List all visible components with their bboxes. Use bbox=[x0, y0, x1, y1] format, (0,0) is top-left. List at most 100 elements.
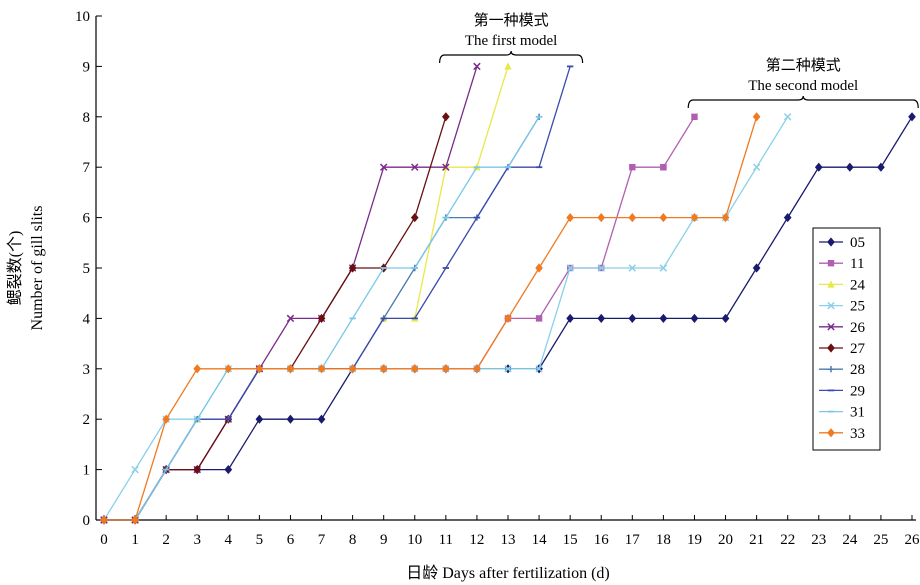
legend-label: 26 bbox=[850, 320, 866, 336]
y-tick-label: 0 bbox=[83, 513, 91, 529]
data-point-33 bbox=[193, 364, 202, 374]
legend-marker bbox=[827, 301, 835, 310]
x-tick-label: 17 bbox=[625, 532, 641, 548]
data-point-33 bbox=[659, 213, 668, 223]
data-point-26 bbox=[379, 163, 388, 171]
x-tick-label: 24 bbox=[842, 532, 858, 548]
data-point-33 bbox=[379, 364, 388, 374]
y-tick-label: 5 bbox=[83, 261, 91, 277]
data-point-25 bbox=[131, 465, 139, 474]
data-point-25 bbox=[566, 264, 574, 272]
y-tick-label: 3 bbox=[83, 362, 91, 378]
legend-item-33: 33 bbox=[819, 426, 865, 442]
legend-item-29: 29 bbox=[819, 383, 865, 399]
data-point-33 bbox=[317, 364, 326, 374]
x-tick-label: 3 bbox=[193, 532, 201, 548]
annotation-en: The first model bbox=[465, 33, 557, 49]
annotations: 第一种模式 The first model 第二种模式 The second mode… bbox=[439, 11, 919, 109]
data-point-33 bbox=[597, 213, 606, 223]
data-point-05 bbox=[566, 313, 575, 323]
y-tick-label: 1 bbox=[83, 463, 91, 479]
x-tick-label: 23 bbox=[811, 532, 826, 548]
legend-marker bbox=[827, 343, 835, 353]
series-33 bbox=[100, 112, 761, 525]
data-point-33 bbox=[535, 263, 543, 273]
x-tick-label: 1 bbox=[131, 532, 139, 548]
legend-label: 11 bbox=[850, 256, 864, 272]
legend-marker bbox=[827, 237, 835, 247]
x-tick-label: 20 bbox=[718, 532, 733, 548]
y-tick-label: 6 bbox=[83, 211, 91, 227]
y-tick-label: 8 bbox=[83, 110, 91, 126]
data-point-33 bbox=[504, 313, 512, 323]
x-tick-label: 8 bbox=[349, 532, 357, 548]
data-point-33 bbox=[100, 515, 108, 525]
y-tick-label: 4 bbox=[83, 311, 91, 327]
legend-label: 27 bbox=[850, 341, 866, 357]
legend-marker bbox=[827, 428, 835, 438]
legend-item-24: 24 bbox=[819, 277, 866, 293]
x-axis-title: 日龄 Days after fertilization (d) bbox=[406, 564, 609, 582]
data-point-33 bbox=[441, 364, 450, 374]
x-tick-label: 2 bbox=[162, 532, 170, 548]
data-point-25 bbox=[659, 264, 668, 272]
data-point-33 bbox=[348, 364, 357, 374]
y-axis-title-cn: 鳃裂数(个) bbox=[6, 231, 24, 306]
series-11-end bbox=[660, 113, 698, 171]
legend-item-27: 27 bbox=[819, 341, 866, 357]
data-point-05 bbox=[752, 263, 761, 273]
data-point-05 bbox=[690, 313, 699, 323]
data-point-27 bbox=[348, 263, 357, 273]
legend-label: 24 bbox=[850, 277, 866, 293]
x-tick-label: 7 bbox=[318, 532, 326, 548]
y-tick-label: 7 bbox=[83, 160, 91, 176]
x-tick-label: 25 bbox=[873, 532, 888, 548]
model-annotation-1: 第一种模式 The first model bbox=[439, 11, 584, 64]
x-tick-label: 19 bbox=[687, 532, 702, 548]
data-point-05 bbox=[659, 313, 668, 323]
data-point-11 bbox=[535, 315, 543, 322]
data-point-33 bbox=[473, 364, 481, 374]
data-point-33 bbox=[286, 364, 295, 374]
data-point-26 bbox=[286, 314, 295, 323]
series-26 bbox=[100, 62, 481, 524]
y-tick-label: 2 bbox=[83, 412, 91, 428]
legend-label: 33 bbox=[850, 426, 865, 442]
legend-label: 31 bbox=[850, 405, 865, 421]
data-point-05 bbox=[628, 313, 637, 323]
x-tick-label: 18 bbox=[656, 532, 671, 548]
series-line-11 bbox=[104, 166, 664, 521]
legend: 05 11 24 25 26 27 28 29 31 33 bbox=[812, 227, 881, 451]
x-tick-label: 9 bbox=[380, 532, 388, 548]
y-tick-label: 9 bbox=[83, 59, 91, 75]
data-point-27 bbox=[193, 465, 202, 475]
data-point-25 bbox=[628, 264, 637, 272]
data-point-11-end bbox=[660, 164, 667, 171]
series-line-24 bbox=[104, 66, 509, 521]
legend-item-28: 28 bbox=[819, 362, 865, 378]
legend-label: 05 bbox=[850, 235, 865, 251]
annotation-en: The second model bbox=[748, 78, 858, 94]
x-tick-label: 21 bbox=[749, 532, 764, 548]
data-point-11 bbox=[629, 164, 636, 171]
legend-item-11: 11 bbox=[819, 256, 864, 272]
data-point-11-end bbox=[691, 113, 698, 120]
x-tick-label: 10 bbox=[407, 532, 422, 548]
x-tick-label: 0 bbox=[100, 532, 108, 548]
annotation-brace bbox=[439, 50, 584, 64]
series-line-26 bbox=[104, 66, 478, 521]
x-tick-label: 15 bbox=[563, 532, 578, 548]
series-line-33 bbox=[104, 116, 758, 521]
data-point-24 bbox=[504, 62, 512, 70]
legend-label: 25 bbox=[850, 299, 865, 315]
legend-marker bbox=[827, 280, 835, 288]
annotation-cn: 第一种模式 bbox=[474, 11, 549, 29]
model-annotation-2: 第二种模式 The second model bbox=[687, 56, 919, 109]
y-axis-title-en: Number of gill slits bbox=[29, 206, 46, 331]
data-point-25 bbox=[504, 365, 512, 373]
data-point-26 bbox=[442, 163, 450, 171]
x-tick-label: 4 bbox=[225, 532, 233, 548]
legend-item-25: 25 bbox=[819, 299, 865, 315]
series-layer bbox=[100, 62, 916, 525]
